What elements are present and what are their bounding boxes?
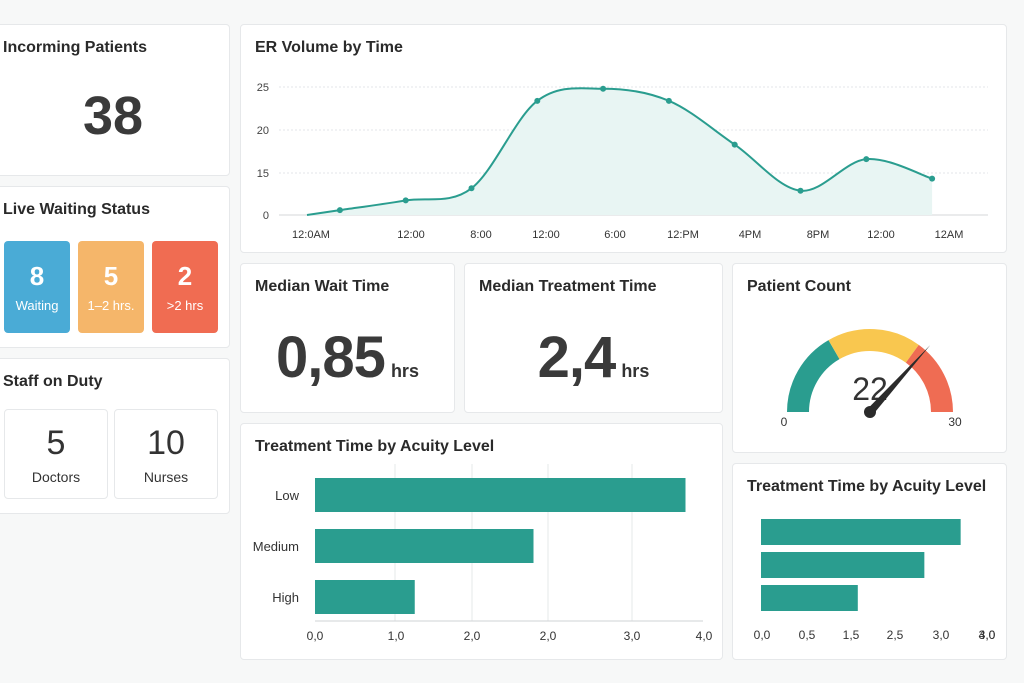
waiting-tile-label: Waiting <box>15 298 59 313</box>
waiting-tile-over-2-hrs[interactable]: 2 >2 hrs <box>152 241 218 333</box>
median-treatment-card: Median Treatment Time 2,4 hrs <box>464 263 723 413</box>
staff-nurses-label: Nurses <box>143 469 189 485</box>
acuity-small-card: Treatment Time by Acuity Level 0,0 0,5 1,5… <box>732 463 1007 660</box>
waiting-tile-label: >2 hrs <box>166 298 204 313</box>
patient-count-card: Patient Count 22 0 30 <box>732 263 1007 453</box>
x-tick-label: 2,0 <box>464 629 481 643</box>
data-point <box>402 197 409 204</box>
waiting-tile-waiting[interactable]: 8 Waiting <box>4 241 70 333</box>
bar <box>315 529 534 563</box>
staff-nurses-value: 10 <box>147 424 185 462</box>
data-point <box>336 207 343 214</box>
er-volume-chart: 0 15 20 25 12:0AM 12:00 8:00 12:00 6:00 12:PM 4PM 8… <box>257 82 988 241</box>
x-tick-label: 2,5 <box>887 628 904 642</box>
median-treatment-unit: hrs <box>621 361 650 381</box>
median-treatment-value: 2,4 <box>537 325 617 390</box>
bar <box>761 585 858 611</box>
er-volume-card: ER Volume by Time 0 15 20 25 12:0AM 12:00 8:00… <box>240 24 1007 253</box>
category-label: Low <box>275 488 299 503</box>
data-point <box>534 97 541 104</box>
waiting-tile-value: 2 <box>177 261 193 291</box>
y-tick-label: 25 <box>257 82 269 94</box>
bar <box>761 552 925 578</box>
incoming-patients-card: Incorming Patients 38 <box>0 24 230 176</box>
staff-doctors[interactable]: 5 Doctors <box>4 409 108 499</box>
patient-count-gauge: 220 30 <box>781 329 962 429</box>
x-tick-label: 1,5 <box>843 628 860 642</box>
y-tick-label: 0 <box>263 210 269 222</box>
x-tick-label: 4,0 <box>979 628 996 642</box>
y-tick-label: 20 <box>257 125 269 137</box>
x-tick-label: 3,0 <box>979 628 996 642</box>
staff-doctors-value: 5 <box>46 424 66 462</box>
data-point <box>731 141 738 148</box>
data-point <box>468 185 475 192</box>
acuity-small-title: Treatment Time by Acuity Level <box>747 478 987 495</box>
waiting-tile-1-2-hrs[interactable]: 5 1–2 hrs. <box>78 241 144 333</box>
staff-on-duty-title: Staff on Duty <box>3 373 103 390</box>
x-tick-label: 3,0 <box>624 629 641 643</box>
x-tick-label: 2,0 <box>540 629 557 643</box>
patient-count-title: Patient Count <box>747 278 851 295</box>
x-tick-label: 0,0 <box>754 628 771 642</box>
acuity-chart-card: Treatment Time by Acuity Level Low Medium… <box>240 423 723 660</box>
data-point <box>665 97 672 104</box>
x-tick-label: 0,5 <box>799 628 816 642</box>
x-tick-label: 1,0 <box>388 629 405 643</box>
median-wait-title: Median Wait Time <box>255 278 390 295</box>
median-wait-card: Median Wait Time 0,85 hrs <box>240 263 455 413</box>
x-tick-label: 12:PM <box>667 229 699 241</box>
acuity-chart-title: Treatment Time by Acuity Level <box>255 438 495 455</box>
waiting-tile-value: 5 <box>103 261 119 291</box>
er-volume-title: ER Volume by Time <box>255 39 403 56</box>
x-tick-label: 8:00 <box>470 229 491 241</box>
bar <box>315 580 415 614</box>
y-tick-label: 15 <box>257 168 269 180</box>
x-tick-label: 12:00 <box>532 229 560 241</box>
staff-on-duty-card: Staff on Duty 5 Doctors 10 Nurses <box>0 358 230 514</box>
waiting-status-title: Live Waiting Status <box>3 201 150 218</box>
x-tick-label: 12AM <box>935 229 964 241</box>
staff-nurses[interactable]: 10 Nurses <box>114 409 218 499</box>
median-wait-unit: hrs <box>390 361 419 381</box>
data-point <box>797 187 804 194</box>
gauge-band <box>905 344 953 413</box>
category-label: High <box>272 590 299 605</box>
x-tick-label: 12:00 <box>397 229 425 241</box>
x-tick-label: 0,0 <box>307 629 324 643</box>
waiting-status-card: Live Waiting Status 8 Waiting 5 1–2 hrs.… <box>0 186 230 348</box>
waiting-tile-value: 8 <box>29 261 45 291</box>
x-tick-label: 6:00 <box>604 229 625 241</box>
acuity-small-bar-chart: 0,0 0,5 1,5 2,5 3,0 3,04,0 <box>754 519 996 642</box>
incoming-patients-value: 38 <box>82 86 144 146</box>
data-point <box>600 85 607 92</box>
gauge-max-label: 30 <box>948 415 962 429</box>
x-tick-label: 12:00 <box>867 229 895 241</box>
median-treatment-title: Median Treatment Time <box>479 278 657 295</box>
data-point <box>863 156 870 163</box>
gauge-band <box>787 340 840 413</box>
x-tick-label: 12:0AM <box>292 229 330 241</box>
x-tick-label: 4,0 <box>696 629 713 643</box>
gauge-min-label: 0 <box>781 415 788 429</box>
area-fill <box>307 88 933 215</box>
acuity-bar-chart: Low Medium High 0,0 1,0 2,0 2,0 3,0 4,0 <box>253 464 713 643</box>
staff-doctors-label: Doctors <box>31 469 81 485</box>
incoming-patients-title: Incorming Patients <box>3 39 148 56</box>
bar <box>761 519 961 545</box>
x-tick-label: 3,0 <box>933 628 950 642</box>
data-point <box>929 175 936 182</box>
median-wait-value: 0,85 <box>276 325 386 390</box>
gauge-needle <box>867 345 931 415</box>
x-tick-label: 4PM <box>739 229 762 241</box>
gauge-needle-hub <box>864 406 876 418</box>
waiting-tile-label: 1–2 hrs. <box>87 298 135 313</box>
x-tick-label: 8PM <box>807 229 830 241</box>
gauge-band <box>828 329 919 363</box>
category-label: Medium <box>253 539 299 554</box>
bar <box>315 478 686 512</box>
